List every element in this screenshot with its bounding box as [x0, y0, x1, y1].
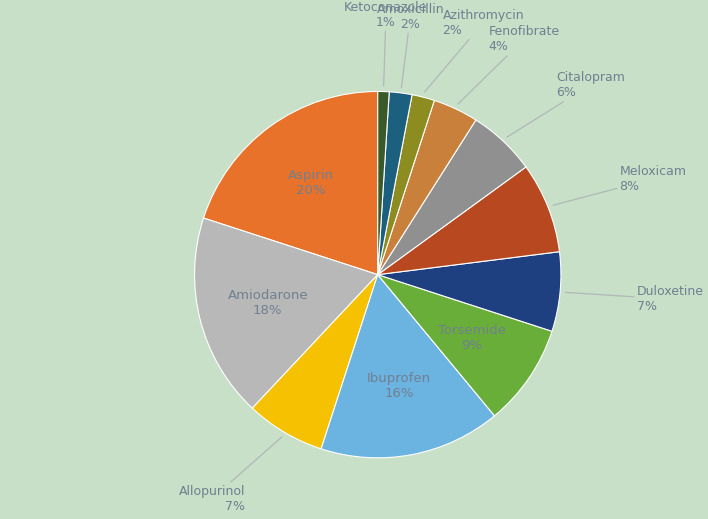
- Text: Ibuprofen
16%: Ibuprofen 16%: [367, 372, 431, 400]
- Text: Amiodarone
18%: Amiodarone 18%: [227, 289, 308, 317]
- Wedge shape: [378, 120, 526, 275]
- Wedge shape: [378, 94, 434, 275]
- Wedge shape: [378, 100, 476, 275]
- Text: Azithromycin
2%: Azithromycin 2%: [425, 9, 524, 92]
- Text: Amoxicillin
2%: Amoxicillin 2%: [377, 3, 444, 87]
- Wedge shape: [378, 167, 559, 275]
- Wedge shape: [378, 92, 412, 275]
- Text: Aspirin
20%: Aspirin 20%: [288, 169, 334, 197]
- Wedge shape: [252, 275, 378, 449]
- Wedge shape: [203, 91, 378, 275]
- Wedge shape: [378, 91, 389, 275]
- Text: Citalopram
6%: Citalopram 6%: [507, 71, 624, 137]
- Text: Meloxicam
8%: Meloxicam 8%: [553, 165, 687, 205]
- Text: Torsemide
9%: Torsemide 9%: [438, 324, 506, 352]
- Text: Allopurinol
7%: Allopurinol 7%: [179, 437, 282, 513]
- Wedge shape: [195, 218, 378, 408]
- Text: Ketoconazole
1%: Ketoconazole 1%: [344, 1, 428, 86]
- Wedge shape: [378, 252, 561, 331]
- Text: Fenofibrate
4%: Fenofibrate 4%: [458, 25, 559, 104]
- Wedge shape: [378, 275, 552, 416]
- Wedge shape: [321, 275, 494, 458]
- Text: Duloxetine
7%: Duloxetine 7%: [566, 285, 704, 313]
